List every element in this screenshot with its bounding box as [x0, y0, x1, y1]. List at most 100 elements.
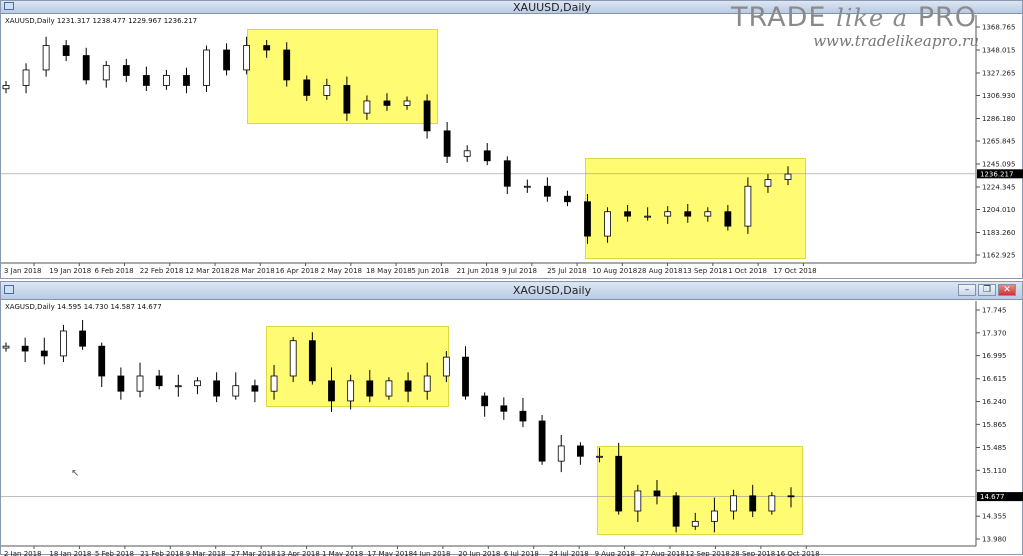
candle — [724, 211, 732, 227]
price-tick-label: 15.485 — [982, 444, 1007, 452]
date-tick-label: 21 Feb 2018 — [140, 550, 184, 556]
date-tick-label: 5 Jun 2018 — [411, 267, 449, 275]
candle — [768, 495, 776, 512]
date-tick-label: 27 Aug 2018 — [640, 550, 685, 556]
candle — [404, 380, 412, 392]
candle — [194, 380, 201, 387]
candle — [624, 211, 631, 217]
date-tick-label: 28 Mar 2018 — [230, 267, 274, 275]
candle — [232, 385, 240, 397]
candle — [691, 520, 699, 527]
price-tick-label: 1368.765 — [982, 24, 1015, 32]
candle — [383, 100, 391, 106]
price-tick-label: 1286.180 — [982, 115, 1015, 123]
candle — [711, 510, 718, 522]
window-title: XAGUSD,Daily — [512, 284, 592, 297]
restore-button[interactable]: ❐ — [978, 284, 996, 296]
candle — [672, 495, 680, 527]
candle — [366, 380, 374, 397]
candle — [142, 75, 150, 86]
candle — [283, 49, 291, 81]
price-tick-label: 1245.095 — [982, 160, 1015, 168]
candle — [40, 350, 48, 357]
date-tick-label: 16 Oct 2018 — [776, 550, 819, 556]
date-tick-label: 10 Aug 2018 — [592, 267, 637, 275]
candle — [634, 490, 642, 512]
xauusd-candlestick-chart[interactable]: 1368.765 1348.015 1327.265 1306.930 1286.180… — [1, 1, 1023, 280]
minimize-button[interactable]: – — [958, 284, 976, 296]
price-tick-label: 16.615 — [982, 375, 1007, 383]
date-tick-label: 9 Mar 2018 — [186, 550, 226, 556]
date-tick-label: 2 May 2018 — [321, 267, 362, 275]
price-tick-label: 17.745 — [982, 307, 1007, 315]
title-bar[interactable]: XAUUSD,Daily — [1, 1, 1022, 14]
date-tick-label: 20 Jun 2018 — [458, 550, 500, 556]
candle — [730, 495, 737, 512]
chart-info-line: XAUUSD,Daily 1231.317 1238.477 1229.967 … — [5, 17, 198, 25]
candle — [604, 211, 611, 237]
candle — [749, 495, 757, 512]
chart-info-line: XAGUSD,Daily 14.595 14.730 14.587 14.677 — [5, 303, 162, 311]
candle — [155, 375, 163, 387]
candle — [442, 356, 450, 377]
candle — [423, 100, 431, 132]
current-price-badge — [977, 169, 1023, 179]
candle — [615, 455, 623, 512]
candle — [62, 45, 70, 56]
candle — [423, 375, 431, 392]
candle — [303, 79, 311, 96]
date-tick-label: 6 Jul 2018 — [504, 550, 539, 556]
price-tick-label: 1204.010 — [982, 206, 1015, 214]
candle — [328, 380, 335, 402]
candle — [584, 201, 591, 237]
candle — [347, 380, 355, 402]
candle — [557, 445, 565, 462]
date-tick-label: 4 Jun 2018 — [413, 550, 451, 556]
xauusd-chart-window[interactable]: XAUUSD,Daily 1368.765 1348.015 1327.265 130… — [0, 0, 1023, 279]
candle — [523, 185, 531, 188]
date-tick-label: 12 Sep 2018 — [685, 550, 729, 556]
candle — [213, 380, 221, 397]
price-tick-label: 16.240 — [982, 398, 1007, 406]
candle — [784, 173, 792, 180]
candle — [102, 65, 110, 81]
xagusd-chart-window[interactable]: XAGUSD,Daily – ❐ ✕ 17.745 17.370 16.995 16.… — [0, 281, 1023, 556]
candle — [174, 385, 182, 388]
highlight-zone-2 — [585, 158, 806, 259]
candle — [308, 340, 316, 382]
current-price-label: 14.677 — [980, 493, 1005, 501]
date-tick-label: 6 Feb 2018 — [95, 267, 134, 275]
candle — [98, 345, 106, 377]
candle — [385, 380, 393, 397]
title-bar[interactable]: XAGUSD,Daily – ❐ ✕ — [1, 282, 1022, 300]
candle — [764, 179, 772, 187]
xagusd-candlestick-chart[interactable]: 17.745 17.370 16.995 16.615 16.240 15.865 15.4… — [1, 282, 1023, 556]
current-price-badge — [977, 492, 1023, 502]
highlight-zone-1 — [247, 29, 438, 124]
watermark-logo: TRADE like a PRO www.tradelikeapro.ru — [730, 2, 979, 51]
candle — [596, 455, 603, 458]
price-tick-label: 16.995 — [982, 352, 1007, 360]
date-tick-label: 12 Mar 2018 — [185, 267, 229, 275]
window-icon — [4, 2, 14, 10]
candle — [251, 385, 259, 392]
candle — [21, 345, 29, 352]
candle — [263, 45, 271, 51]
candle — [223, 49, 230, 71]
date-tick-label: 9 Aug 2018 — [595, 550, 635, 556]
candle — [704, 211, 712, 217]
close-button[interactable]: ✕ — [998, 284, 1016, 296]
candle — [323, 85, 331, 96]
candle — [270, 375, 278, 392]
price-tick-label: 1183.260 — [982, 229, 1015, 237]
candle — [363, 100, 371, 114]
candle — [136, 375, 144, 392]
candle — [644, 215, 652, 218]
price-tick-label: 1306.930 — [982, 92, 1015, 100]
candle — [82, 55, 90, 81]
candle — [564, 195, 571, 203]
date-tick-label: 18 May 2018 — [366, 267, 412, 275]
candle — [343, 85, 351, 114]
window-icon — [4, 285, 14, 294]
candle — [538, 420, 546, 462]
